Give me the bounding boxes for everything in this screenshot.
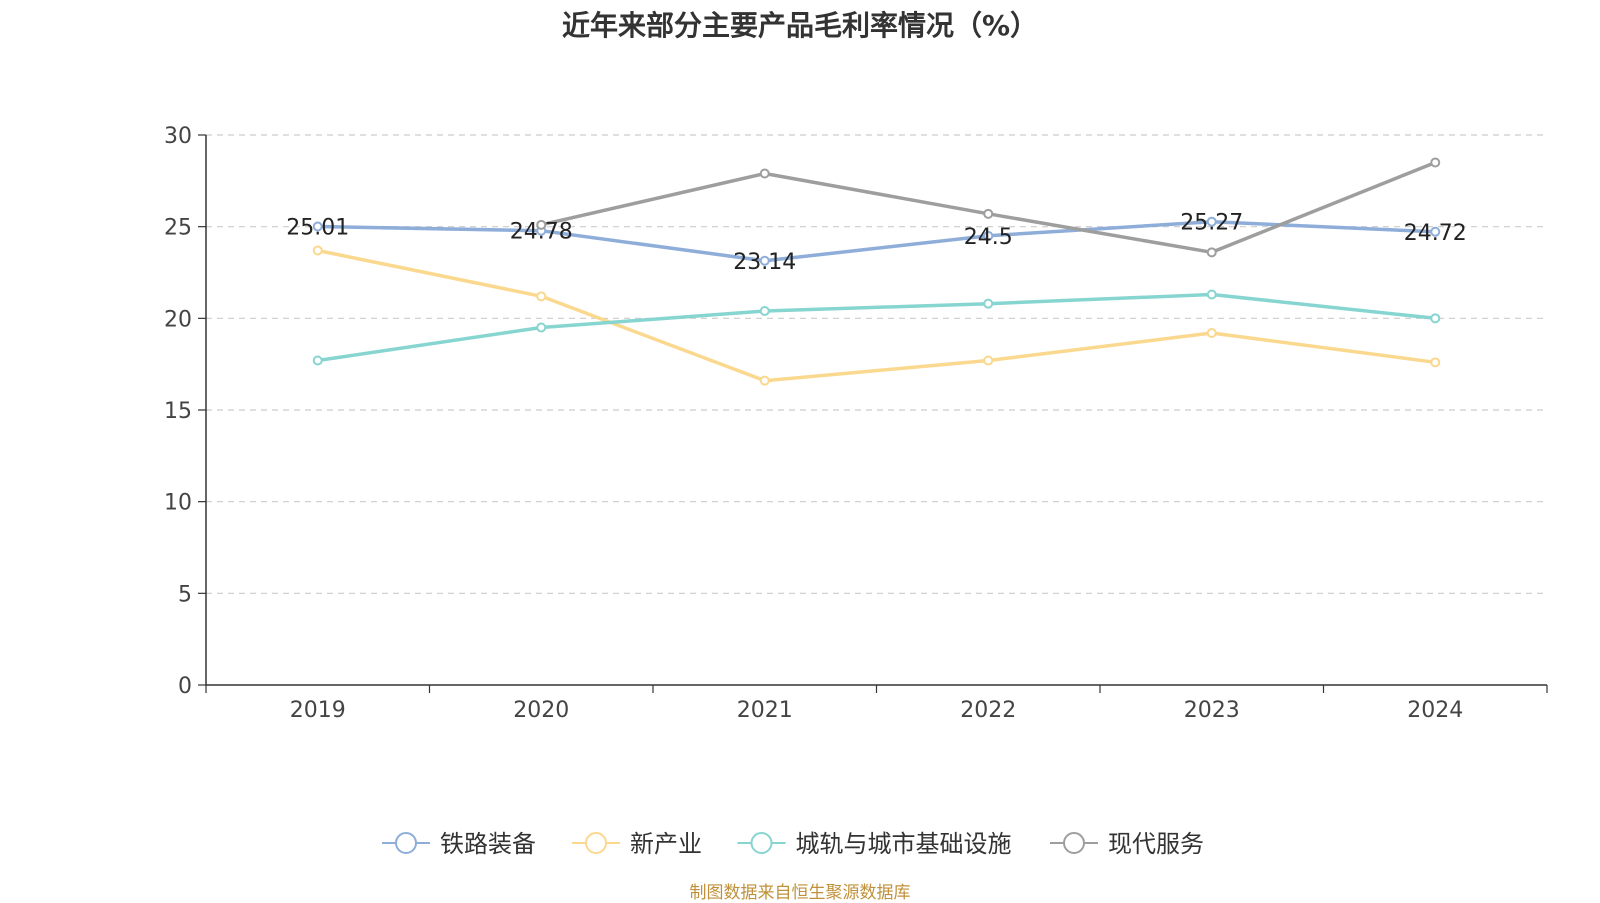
data-label: 24.5 — [964, 225, 1013, 250]
legend-label: 现代服务 — [1108, 830, 1204, 858]
y-tick-label: 10 — [164, 491, 192, 516]
axes: 0 5 10 15 20 25 30 2019 2020 2021 2022 2023 2024 — [164, 124, 1548, 723]
chart-title: 近年来部分主要产品毛利率情况（%） — [561, 9, 1039, 42]
data-point[interactable] — [1206, 289, 1217, 300]
data-point[interactable] — [1430, 226, 1441, 237]
data-point[interactable] — [759, 255, 770, 266]
x-tick-label: 2022 — [960, 698, 1016, 723]
data-point[interactable] — [1430, 157, 1441, 168]
data-point[interactable] — [1206, 216, 1217, 227]
legend-item[interactable]: 铁路装备 — [382, 830, 536, 858]
data-point[interactable] — [1206, 328, 1217, 338]
data-point[interactable] — [312, 245, 323, 256]
legend-marker — [750, 832, 773, 854]
x-tick-label: 2021 — [737, 698, 793, 723]
y-tick-label: 30 — [164, 124, 192, 149]
data-label: 23.14 — [733, 250, 796, 275]
data-point[interactable] — [1430, 313, 1441, 324]
data-label: 25.27 — [1180, 211, 1243, 236]
data-point[interactable] — [536, 219, 547, 230]
legend-label: 城轨与城市基础设施 — [796, 830, 1012, 858]
x-tick-label: 2024 — [1407, 698, 1463, 723]
data-label: 24.72 — [1404, 221, 1467, 246]
legend-item[interactable]: 新产业 — [572, 830, 702, 858]
data-point[interactable] — [536, 322, 547, 333]
x-tick-label: 2020 — [513, 698, 569, 723]
data-label: 24.78 — [510, 220, 573, 245]
data-point[interactable] — [312, 355, 323, 366]
legend-marker — [1063, 832, 1085, 854]
series-line — [317, 248, 1436, 383]
series-line — [317, 219, 1436, 263]
y-tick-label: 5 — [178, 582, 192, 607]
legend-item[interactable]: 城轨与城市基础设施 — [737, 830, 1012, 858]
data-point[interactable] — [536, 291, 547, 302]
series-1 — [312, 216, 1441, 266]
data-point[interactable] — [983, 355, 994, 366]
legend-item[interactable]: 现代服务 — [1050, 830, 1204, 858]
data-label: 25.01 — [286, 215, 349, 240]
legend-marker — [395, 832, 417, 854]
data-point[interactable] — [1206, 247, 1217, 258]
series-4 — [536, 157, 1441, 258]
series-3 — [312, 289, 1441, 366]
data-labels: 25.01 24.78 23.14 24.5 25.27 24.72 — [286, 211, 1466, 275]
data-point[interactable] — [983, 208, 994, 219]
series-line — [317, 292, 1436, 363]
data-point[interactable] — [759, 375, 770, 386]
legend-label: 新产业 — [630, 830, 702, 858]
y-tick-label: 0 — [178, 674, 192, 699]
data-point[interactable] — [759, 306, 770, 316]
data-point[interactable] — [759, 168, 770, 179]
data-point[interactable] — [983, 298, 994, 309]
legend-marker — [585, 832, 607, 854]
gridlines — [206, 134, 1547, 594]
series-lines — [312, 157, 1441, 386]
series-2 — [312, 245, 1441, 386]
legend[interactable]: 铁路装备 新产业 城轨与城市基础设施 现代服务 — [382, 830, 1204, 858]
source-note: 制图数据来自恒生聚源数据库 — [689, 883, 911, 903]
data-point[interactable] — [1430, 357, 1441, 368]
y-tick-label: 25 — [164, 216, 192, 241]
x-tick-label: 2019 — [290, 698, 346, 723]
data-point[interactable] — [312, 221, 323, 232]
data-point[interactable] — [983, 230, 994, 241]
x-tick-label: 2023 — [1184, 698, 1240, 723]
y-tick-label: 20 — [164, 307, 192, 332]
y-tick-label: 15 — [164, 399, 192, 424]
legend-label: 铁路装备 — [440, 830, 536, 858]
